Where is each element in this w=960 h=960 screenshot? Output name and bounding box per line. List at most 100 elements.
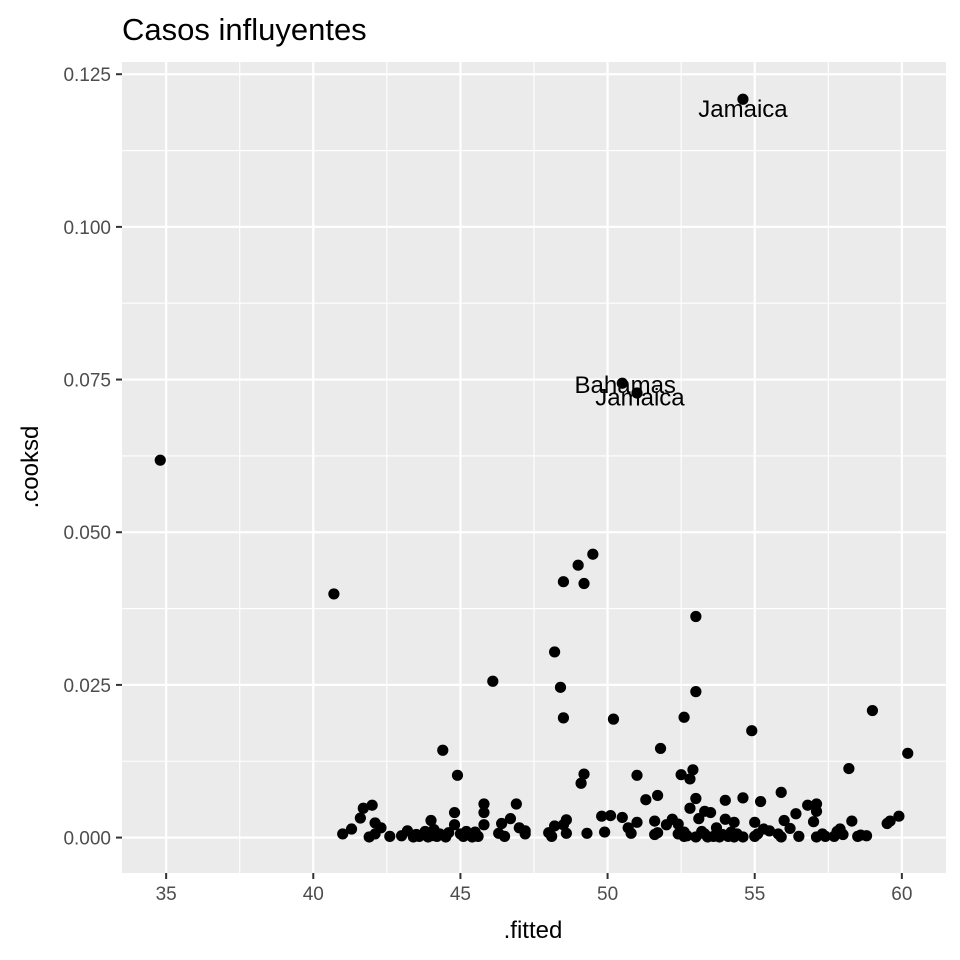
data-point <box>749 816 761 828</box>
point-label: Jamaica <box>698 96 788 123</box>
major-gridlines <box>122 62 946 873</box>
data-point <box>755 795 767 808</box>
data-point <box>578 768 590 780</box>
data-point <box>690 831 702 843</box>
data-point <box>631 387 643 399</box>
data-point <box>448 806 461 819</box>
data-point <box>784 822 796 835</box>
data-point <box>704 806 717 819</box>
data-point <box>448 819 461 831</box>
data-point <box>690 792 702 805</box>
data-point <box>649 828 661 841</box>
data-point <box>504 813 517 825</box>
data-point <box>693 813 705 825</box>
data-point <box>437 744 449 756</box>
data-point <box>572 559 584 571</box>
x-axis-title: .fitted <box>504 917 563 944</box>
data-point <box>154 454 166 466</box>
data-point <box>843 762 855 775</box>
data-point <box>616 377 628 389</box>
data-point <box>672 818 684 830</box>
data-point <box>487 675 499 687</box>
data-point <box>557 819 570 831</box>
data-point <box>749 830 761 842</box>
data-point <box>649 815 661 827</box>
data-point <box>510 798 522 810</box>
data-point <box>478 798 490 810</box>
data-point <box>451 769 464 781</box>
y-tick-label: 0.100 <box>63 218 111 239</box>
data-point <box>519 828 531 840</box>
y-axis-title: .cooksd <box>17 426 44 509</box>
x-tick-label: 40 <box>303 884 324 905</box>
data-point <box>425 814 437 827</box>
data-point <box>719 794 731 806</box>
y-tick-label: 0.075 <box>63 371 111 392</box>
data-point <box>860 830 873 842</box>
x-tick-label: 35 <box>156 884 177 905</box>
data-point <box>728 816 740 828</box>
data-point <box>687 764 699 776</box>
point-label: Bahamas <box>575 372 676 399</box>
point-label: Jamaica <box>595 385 685 412</box>
data-point <box>337 828 349 840</box>
data-point <box>549 646 561 658</box>
data-point <box>810 831 823 843</box>
data-point <box>675 769 687 781</box>
data-point <box>728 831 740 843</box>
data-point <box>807 816 820 828</box>
data-point <box>366 799 378 811</box>
data-point <box>775 786 787 798</box>
data-point <box>478 819 490 831</box>
y-tick-label: 0.025 <box>63 676 111 697</box>
data-point <box>440 831 452 843</box>
data-point <box>357 802 369 814</box>
data-point <box>496 817 508 830</box>
data-point <box>737 831 749 843</box>
data-point <box>631 816 643 828</box>
data-point <box>790 808 802 820</box>
data-point <box>690 610 702 623</box>
x-tick-label: 50 <box>597 884 618 905</box>
data-point <box>837 828 849 841</box>
data-point <box>625 827 637 839</box>
data-point <box>581 827 593 839</box>
data-point <box>775 831 787 843</box>
data-point <box>746 725 758 737</box>
data-point <box>575 777 587 789</box>
data-point <box>466 831 478 843</box>
data-point <box>893 810 905 822</box>
data-point <box>793 830 805 842</box>
data-point <box>560 827 572 839</box>
data-point <box>587 548 599 560</box>
data-point <box>846 815 858 827</box>
data-point <box>354 812 366 824</box>
x-axis: 35 40 45 50 55 60 <box>156 873 912 905</box>
data-point <box>607 713 620 725</box>
data-point <box>578 577 590 590</box>
data-point <box>457 830 469 842</box>
data-point <box>652 789 664 802</box>
x-tick-label: 45 <box>450 884 471 905</box>
data-point <box>866 704 879 717</box>
data-point <box>778 814 790 827</box>
data-point <box>819 830 831 842</box>
data-point <box>631 769 643 781</box>
data-point <box>599 826 611 838</box>
data-point <box>616 811 628 824</box>
data-point <box>557 712 570 724</box>
data-point <box>407 831 419 843</box>
data-point <box>684 802 696 814</box>
data-point <box>384 830 396 842</box>
data-points <box>154 93 914 843</box>
y-tick-label: 0.000 <box>63 829 111 850</box>
data-point <box>363 831 375 843</box>
y-tick-label: 0.050 <box>63 523 111 544</box>
data-point <box>328 588 340 600</box>
data-point <box>902 747 914 759</box>
data-point <box>498 830 511 842</box>
data-point <box>345 823 358 835</box>
data-point <box>604 809 617 822</box>
